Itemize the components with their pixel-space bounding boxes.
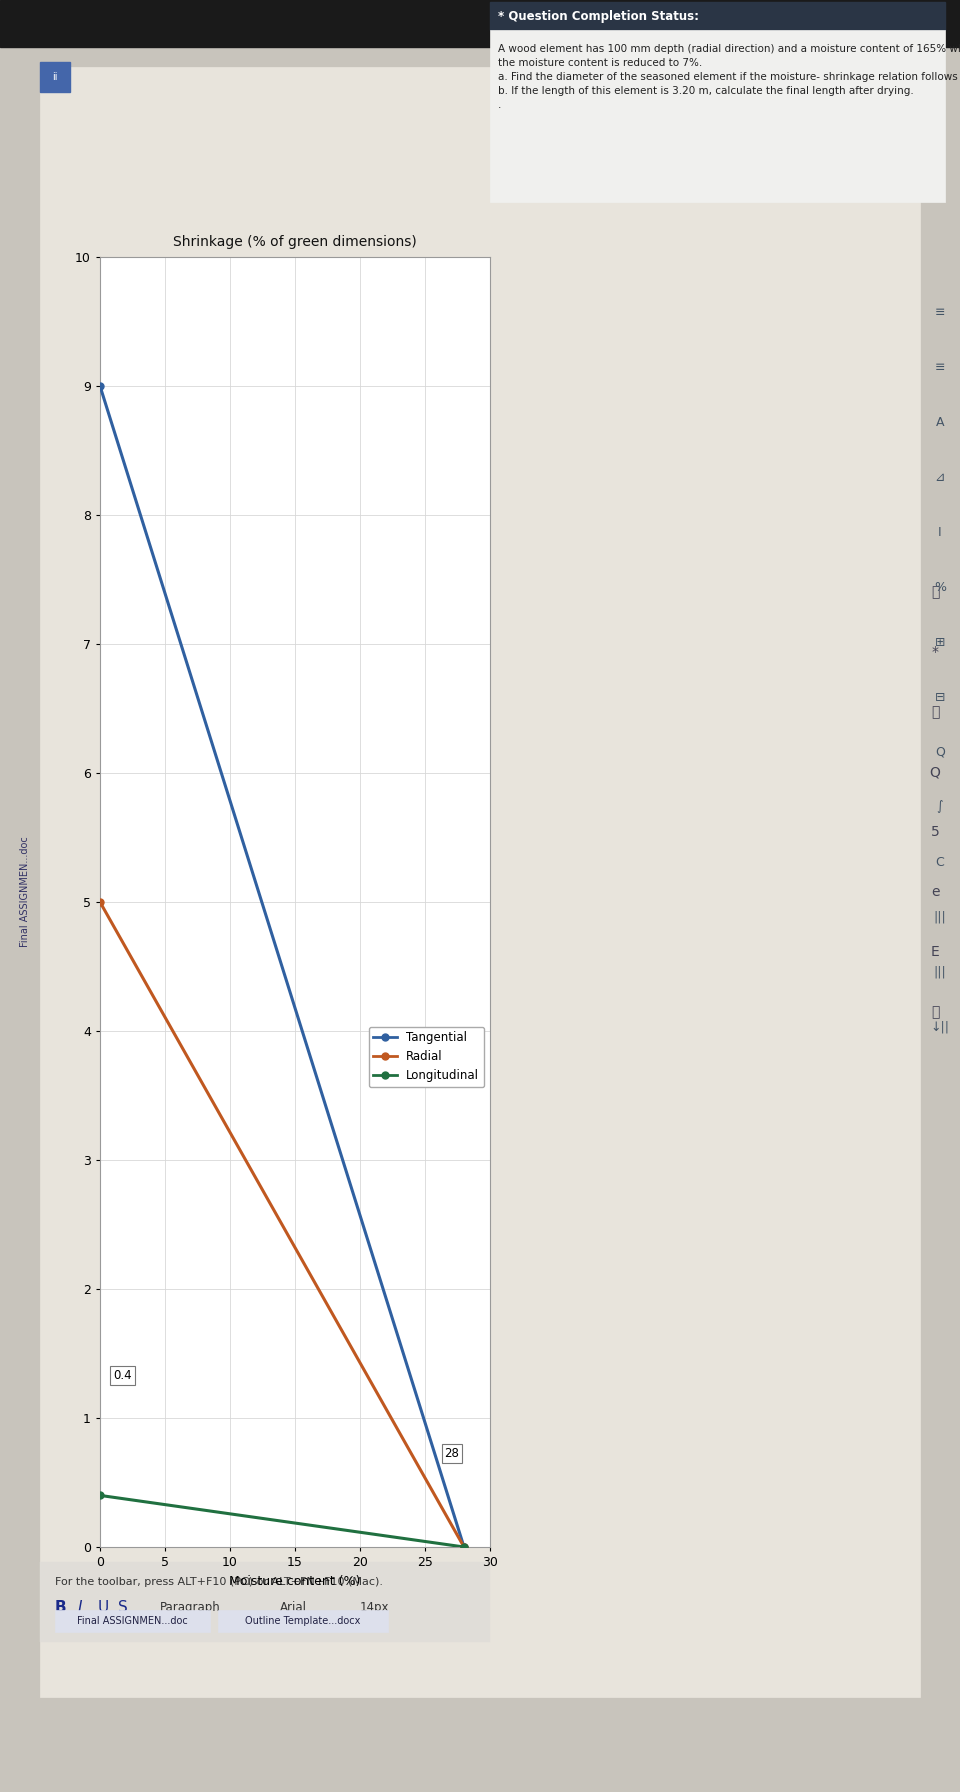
- Text: ≡: ≡: [935, 360, 946, 373]
- Text: ∫: ∫: [937, 801, 944, 814]
- Bar: [490, 2, 945, 30]
- Text: I: I: [938, 525, 942, 539]
- Bar: [0, 0, 960, 47]
- X-axis label: Moisture content (%): Moisture content (%): [229, 1575, 361, 1588]
- Bar: [40, 1563, 490, 1641]
- Text: A: A: [936, 416, 945, 428]
- Text: 14px: 14px: [360, 1600, 390, 1613]
- Text: Q: Q: [935, 745, 945, 758]
- Bar: [218, 1609, 388, 1633]
- Text: * Question Completion Status:: * Question Completion Status:: [498, 9, 699, 23]
- Text: ⊟: ⊟: [935, 690, 946, 704]
- Text: 川: 川: [931, 1005, 939, 1020]
- Text: |||: |||: [934, 910, 947, 923]
- Text: I: I: [78, 1600, 83, 1615]
- Text: B: B: [55, 1600, 66, 1615]
- Text: S: S: [118, 1600, 128, 1615]
- Text: ⊿: ⊿: [935, 471, 946, 484]
- Text: E: E: [930, 944, 940, 959]
- Text: *: *: [931, 645, 939, 659]
- Bar: [40, 63, 70, 91]
- Text: Arial: Arial: [280, 1600, 307, 1613]
- Text: e: e: [931, 885, 939, 900]
- Text: C: C: [936, 855, 945, 869]
- Text: ≡: ≡: [935, 305, 946, 319]
- Text: %: %: [934, 581, 946, 593]
- Text: ↓||: ↓||: [930, 1020, 949, 1034]
- Bar: [490, 30, 945, 202]
- Text: For the toolbar, press ALT+F10 (PC) or ALT+FN+F10 (Mac).: For the toolbar, press ALT+F10 (PC) or A…: [55, 1577, 383, 1588]
- Text: 0.4: 0.4: [113, 1369, 132, 1382]
- Text: |||: |||: [934, 966, 947, 978]
- Text: Outline Template...docx: Outline Template...docx: [246, 1616, 361, 1625]
- Text: Q: Q: [929, 765, 941, 780]
- Text: 白: 白: [931, 704, 939, 719]
- Text: ii: ii: [52, 72, 58, 82]
- Bar: [55, 1609, 210, 1633]
- Text: Final ASSIGNMEN...doc: Final ASSIGNMEN...doc: [77, 1616, 187, 1625]
- Text: A wood element has 100 mm depth (radial direction) and a moisture content of 165: A wood element has 100 mm depth (radial …: [498, 45, 960, 109]
- Legend: Tangential, Radial, Longitudinal: Tangential, Radial, Longitudinal: [369, 1027, 484, 1088]
- Title: Shrinkage (% of green dimensions): Shrinkage (% of green dimensions): [173, 235, 417, 249]
- Text: 28: 28: [444, 1446, 460, 1460]
- Text: Final ASSIGNMEN...doc: Final ASSIGNMEN...doc: [20, 837, 30, 948]
- Text: ⊞: ⊞: [935, 636, 946, 649]
- Text: 5: 5: [930, 824, 940, 839]
- Text: 工: 工: [931, 584, 939, 599]
- Text: Paragraph: Paragraph: [160, 1600, 221, 1613]
- Text: U: U: [98, 1600, 109, 1615]
